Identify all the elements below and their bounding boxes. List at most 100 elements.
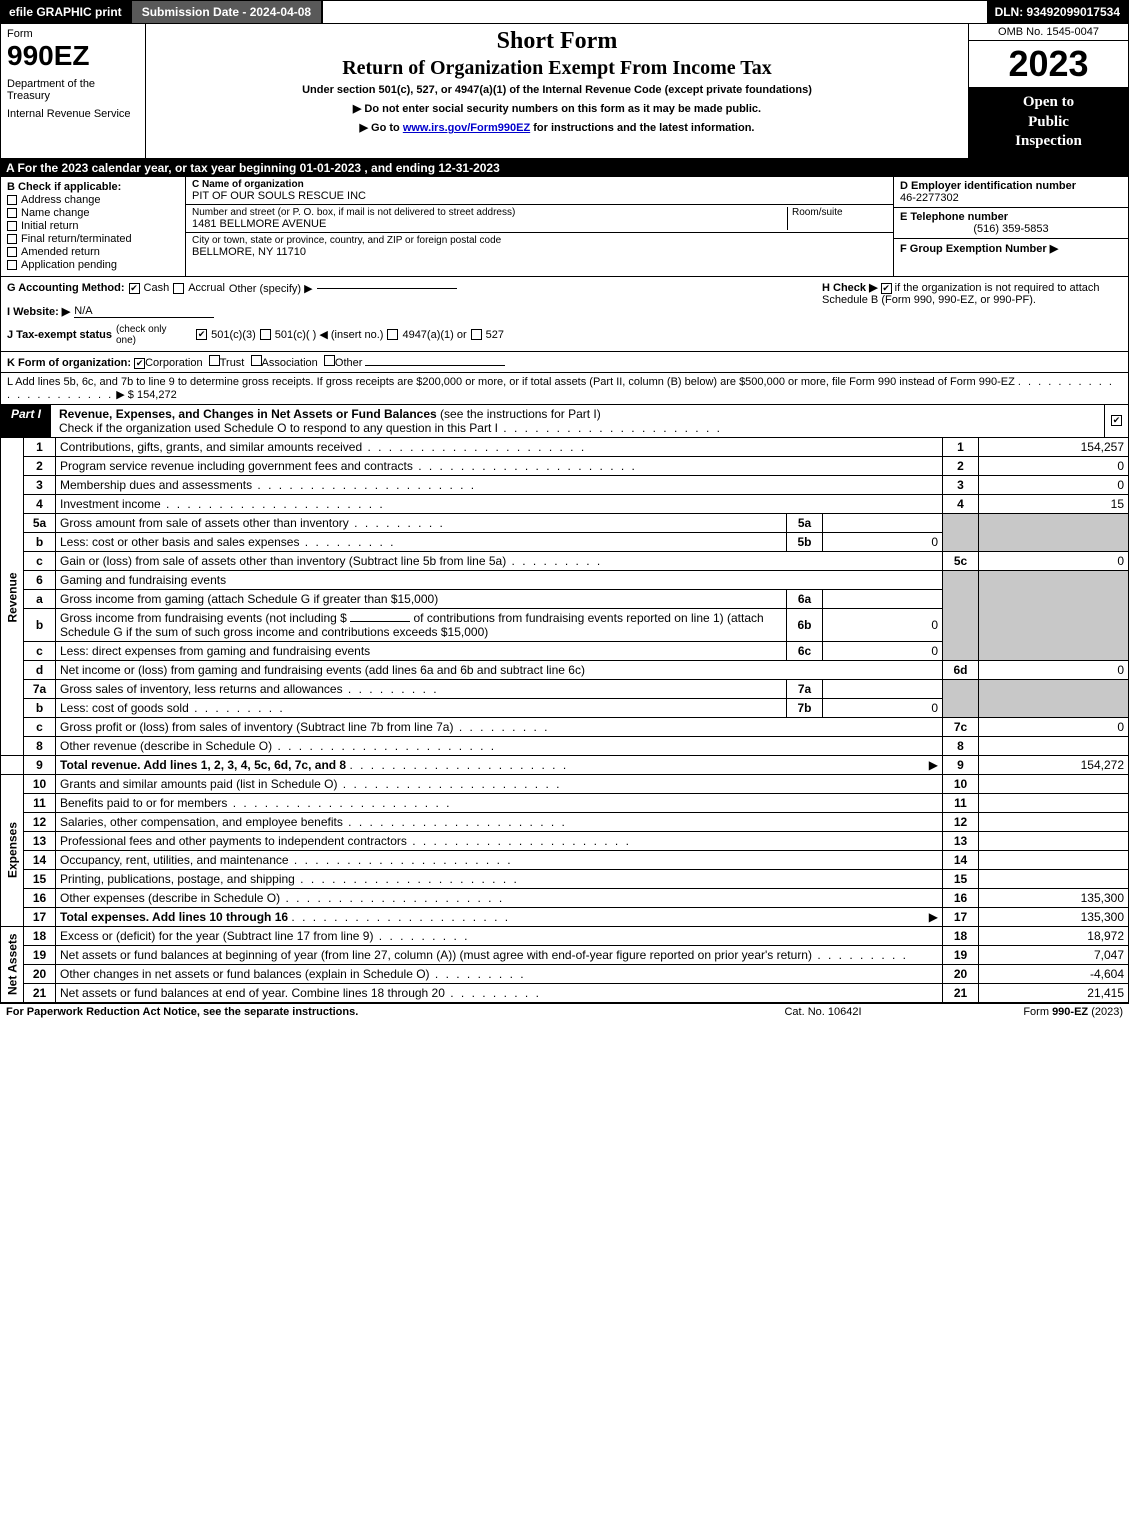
l20-num: 20 xyxy=(24,964,56,983)
l5c-desc: Gain or (loss) from sale of assets other… xyxy=(56,551,943,570)
form-label: Form xyxy=(7,28,139,40)
l1-num: 1 xyxy=(24,438,56,457)
l9-desc: Total revenue. Add lines 1, 2, 3, 4, 5c,… xyxy=(60,758,346,772)
checkbox-assoc[interactable] xyxy=(251,355,262,366)
l5c-lbl: 5c xyxy=(943,551,979,570)
k-other-input[interactable] xyxy=(365,365,505,366)
checkbox-4947[interactable] xyxy=(387,329,398,340)
k-label: K Form of organization: xyxy=(7,357,131,369)
c-label: C Name of organization xyxy=(192,179,887,190)
l6c-num: c xyxy=(24,641,56,660)
l12-desc: Salaries, other compensation, and employ… xyxy=(56,812,943,831)
l9-dots xyxy=(349,758,568,772)
d-ein-label: D Employer identification number xyxy=(900,180,1122,192)
l11-num: 11 xyxy=(24,793,56,812)
l20-desc: Other changes in net assets or fund bala… xyxy=(56,964,943,983)
l5c-val: 0 xyxy=(979,551,1129,570)
line-12: 12 Salaries, other compensation, and emp… xyxy=(1,812,1129,831)
checkbox-final-return[interactable] xyxy=(7,234,17,244)
l17-desc: Total expenses. Add lines 10 through 16 xyxy=(60,910,288,924)
checkbox-501c3[interactable] xyxy=(196,329,207,340)
l6a-sublbl: 6a xyxy=(787,589,823,608)
checkbox-initial-return[interactable] xyxy=(7,221,17,231)
footer-r-pre: Form xyxy=(1023,1006,1052,1018)
form-number: 990EZ xyxy=(7,40,139,72)
goto-post: for instructions and the latest informat… xyxy=(530,122,754,134)
l7b-num: b xyxy=(24,698,56,717)
checkbox-501c[interactable] xyxy=(260,329,271,340)
l6b-d1: Gross income from fundraising events (no… xyxy=(60,611,347,625)
l19-lbl: 19 xyxy=(943,945,979,964)
g-other: Other (specify) ▶ xyxy=(229,282,313,295)
line-7a: 7a Gross sales of inventory, less return… xyxy=(1,679,1129,698)
dept-treasury: Department of the Treasury xyxy=(7,78,139,102)
room-label: Room/suite xyxy=(792,207,887,218)
line-20: 20 Other changes in net assets or fund b… xyxy=(1,964,1129,983)
l13-num: 13 xyxy=(24,831,56,850)
l6b-blank[interactable] xyxy=(350,621,410,622)
l6d-desc: Net income or (loss) from gaming and fun… xyxy=(56,660,943,679)
org-name: PIT OF OUR SOULS RESCUE INC xyxy=(192,190,887,202)
efile-print-button[interactable]: efile GRAPHIC print xyxy=(1,1,130,23)
checkbox-527[interactable] xyxy=(471,329,482,340)
line-6d: d Net income or (loss) from gaming and f… xyxy=(1,660,1129,679)
line-3: 3 Membership dues and assessments 3 0 xyxy=(1,475,1129,494)
block-c-name-address: C Name of organization PIT OF OUR SOULS … xyxy=(186,177,893,276)
page-footer: For Paperwork Reduction Act Notice, see … xyxy=(0,1003,1129,1020)
line-5a: 5a Gross amount from sale of assets othe… xyxy=(1,513,1129,532)
l18-lbl: 18 xyxy=(943,926,979,945)
checkbox-address-change[interactable] xyxy=(7,195,17,205)
line-18: Net Assets 18 Excess or (deficit) for th… xyxy=(1,926,1129,945)
line-4: 4 Investment income 4 15 xyxy=(1,494,1129,513)
l9-lbl: 9 xyxy=(943,755,979,774)
l1-desc: Contributions, gifts, grants, and simila… xyxy=(56,438,943,457)
checkbox-other-org[interactable] xyxy=(324,355,335,366)
l5c-num: c xyxy=(24,551,56,570)
netassets-side-label: Net Assets xyxy=(1,926,24,1002)
l5b-subval: 0 xyxy=(823,532,943,551)
l5a-desc: Gross amount from sale of assets other t… xyxy=(56,513,787,532)
l15-desc: Printing, publications, postage, and shi… xyxy=(56,869,943,888)
checkbox-h[interactable] xyxy=(881,283,892,294)
l1-lbl: 1 xyxy=(943,438,979,457)
line-13: 13 Professional fees and other payments … xyxy=(1,831,1129,850)
l10-desc: Grants and similar amounts paid (list in… xyxy=(56,774,943,793)
l17-dots xyxy=(291,910,510,924)
l4-desc: Investment income xyxy=(56,494,943,513)
checkbox-cash[interactable] xyxy=(129,283,140,294)
g-other-input[interactable] xyxy=(317,288,457,289)
chk-lbl-5: Application pending xyxy=(21,259,117,271)
identity-block: B Check if applicable: Address change Na… xyxy=(0,177,1129,277)
chk-lbl-4: Amended return xyxy=(21,246,100,258)
l3-lbl: 3 xyxy=(943,475,979,494)
l17-val: 135,300 xyxy=(979,907,1129,926)
k-other: Other xyxy=(335,357,363,369)
l6b-desc: Gross income from fundraising events (no… xyxy=(56,608,787,641)
checkbox-corp[interactable] xyxy=(134,358,145,369)
l6d-lbl: 6d xyxy=(943,660,979,679)
line-6: 6 Gaming and fundraising events xyxy=(1,570,1129,589)
l4-num: 4 xyxy=(24,494,56,513)
l7b-sublbl: 7b xyxy=(787,698,823,717)
j-label: J Tax-exempt status xyxy=(7,329,112,341)
title-box: Short Form Return of Organization Exempt… xyxy=(146,24,968,158)
line-9: 9 Total revenue. Add lines 1, 2, 3, 4, 5… xyxy=(1,755,1129,774)
g-cash: Cash xyxy=(144,282,170,294)
l7c-lbl: 7c xyxy=(943,717,979,736)
l20-val: -4,604 xyxy=(979,964,1129,983)
irs-link[interactable]: www.irs.gov/Form990EZ xyxy=(403,122,530,134)
l6c-sublbl: 6c xyxy=(787,641,823,660)
g-label: G Accounting Method: xyxy=(7,282,125,294)
l19-desc: Net assets or fund balances at beginning… xyxy=(56,945,943,964)
checkbox-app-pending[interactable] xyxy=(7,260,17,270)
checkbox-accrual[interactable] xyxy=(173,283,184,294)
checkbox-trust[interactable] xyxy=(209,355,220,366)
checkbox-schedule-o[interactable] xyxy=(1111,415,1122,426)
checkbox-amended-return[interactable] xyxy=(7,247,17,257)
l7c-desc: Gross profit or (loss) from sales of inv… xyxy=(56,717,943,736)
l5ab-shade-val xyxy=(979,513,1129,551)
checkbox-name-change[interactable] xyxy=(7,208,17,218)
l14-val xyxy=(979,850,1129,869)
l7a-desc: Gross sales of inventory, less returns a… xyxy=(56,679,787,698)
street-label: Number and street (or P. O. box, if mail… xyxy=(192,207,787,218)
